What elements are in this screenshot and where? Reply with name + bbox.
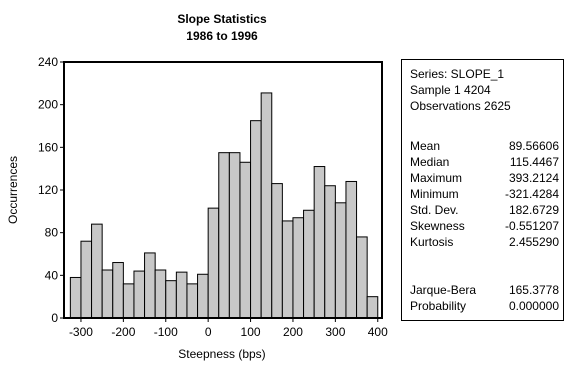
stat-row-median: Median 115.4467 — [410, 154, 559, 170]
histogram-bar — [303, 209, 315, 319]
stat-label: Kurtosis — [410, 235, 454, 249]
y-tick-label: 200 — [38, 98, 58, 112]
stat-row-mean: Mean 89.56606 — [410, 138, 559, 154]
x-tick-label: -100 — [154, 325, 178, 339]
x-tick-label: 100 — [241, 325, 261, 339]
chart-title: Slope Statistics — [177, 12, 267, 26]
histogram-bar — [69, 276, 82, 319]
stat-value: -0.551207 — [504, 219, 559, 233]
x-tick-label: 200 — [283, 325, 303, 339]
stat-value: 393.2124 — [508, 171, 559, 185]
stat-label: Minimum — [410, 187, 459, 201]
stat-row-jarque-bera: Jarque-Bera 165.3778 — [410, 282, 559, 298]
y-axis: 0 40 80 120 160 200 240 — [38, 55, 64, 325]
descriptive-stats-table: Mean 89.56606 Median 115.4467 Maximum 39… — [410, 138, 559, 250]
y-tick-label: 0 — [51, 311, 58, 325]
histogram-bar — [91, 223, 103, 319]
histogram-bar — [122, 283, 135, 319]
histogram-bar — [175, 271, 188, 319]
x-tick-label: -200 — [111, 325, 135, 339]
histogram-bar — [165, 280, 177, 319]
histogram-bar — [281, 220, 294, 319]
histogram-bar — [80, 240, 93, 319]
stat-value: 2.455290 — [508, 235, 559, 249]
x-tick-label: 400 — [368, 325, 388, 339]
sample-range: Sample 1 4204 — [410, 83, 491, 97]
stat-label: Std. Dev. — [410, 203, 459, 217]
statistics-panel: Series: SLOPE_1 Sample 1 4204 Observatio… — [401, 59, 564, 321]
histogram-bar — [228, 152, 241, 319]
y-axis-label: Occurrences — [6, 156, 20, 224]
stat-row-probability: Probability 0.000000 — [410, 298, 559, 314]
histogram-bar — [356, 236, 368, 319]
observations-count: Observations 2625 — [410, 99, 511, 113]
y-tick-label: 120 — [38, 183, 58, 197]
stat-row-skewness: Skewness -0.551207 — [410, 218, 559, 234]
stat-label: Median — [410, 155, 450, 169]
stat-label: Probability — [410, 299, 467, 313]
x-axis: -300 -200 -100 0 100 200 300 400 — [69, 318, 388, 339]
histogram-bar — [250, 120, 262, 319]
series-name: Series: SLOPE_1 — [410, 67, 505, 81]
histogram-bar — [112, 262, 124, 319]
x-tick-label: -300 — [69, 325, 93, 339]
x-tick-label: 0 — [205, 325, 212, 339]
histogram-bar — [271, 183, 283, 319]
histogram-bar — [260, 92, 273, 319]
histogram-bar — [218, 152, 230, 319]
histogram-bar — [313, 166, 326, 319]
histogram-bar — [292, 217, 305, 319]
stats-header: Series: SLOPE_1 Sample 1 4204 Observatio… — [410, 66, 511, 114]
histogram-bars — [69, 92, 379, 319]
stat-value: -321.4284 — [504, 187, 559, 201]
y-tick-label: 40 — [45, 268, 59, 282]
stat-value: 115.4467 — [509, 155, 559, 169]
histogram-bar — [366, 296, 379, 319]
y-tick-label: 160 — [38, 140, 58, 154]
normality-test-table: Jarque-Bera 165.3778 Probability 0.00000… — [410, 282, 559, 314]
y-tick-label: 80 — [45, 226, 59, 240]
stat-row-maximum: Maximum 393.2124 — [410, 170, 559, 186]
histogram-bar — [197, 273, 209, 319]
histogram-bar — [186, 283, 199, 319]
histogram-bar — [101, 269, 114, 319]
stat-value: 0.000000 — [508, 299, 559, 313]
stat-label: Mean — [410, 139, 441, 153]
histogram-bar — [207, 207, 220, 319]
stat-value: 89.56606 — [508, 139, 559, 153]
stat-row-minimum: Minimum -321.4284 — [410, 186, 559, 202]
chart-subtitle: 1986 to 1996 — [186, 29, 258, 43]
histogram-bar — [239, 161, 252, 319]
stat-label: Skewness — [410, 219, 465, 233]
histogram-bar — [334, 202, 347, 319]
stat-row-kurtosis: Kurtosis 2.455290 — [410, 234, 559, 250]
stat-value: 165.3778 — [508, 283, 559, 297]
histogram-bar — [144, 252, 156, 319]
stat-value: 182.6729 — [508, 203, 559, 217]
histogram-bar — [133, 270, 146, 319]
histogram-bar — [345, 180, 358, 319]
x-axis-label: Steepness (bps) — [178, 347, 265, 361]
x-tick-label: 300 — [325, 325, 345, 339]
histogram-bar — [324, 185, 336, 319]
histogram-bar — [154, 269, 167, 319]
stat-label: Maximum — [410, 171, 463, 185]
stat-label: Jarque-Bera — [410, 283, 477, 297]
stat-row-std-dev: Std. Dev. 182.6729 — [410, 202, 559, 218]
y-tick-label: 240 — [38, 55, 58, 69]
